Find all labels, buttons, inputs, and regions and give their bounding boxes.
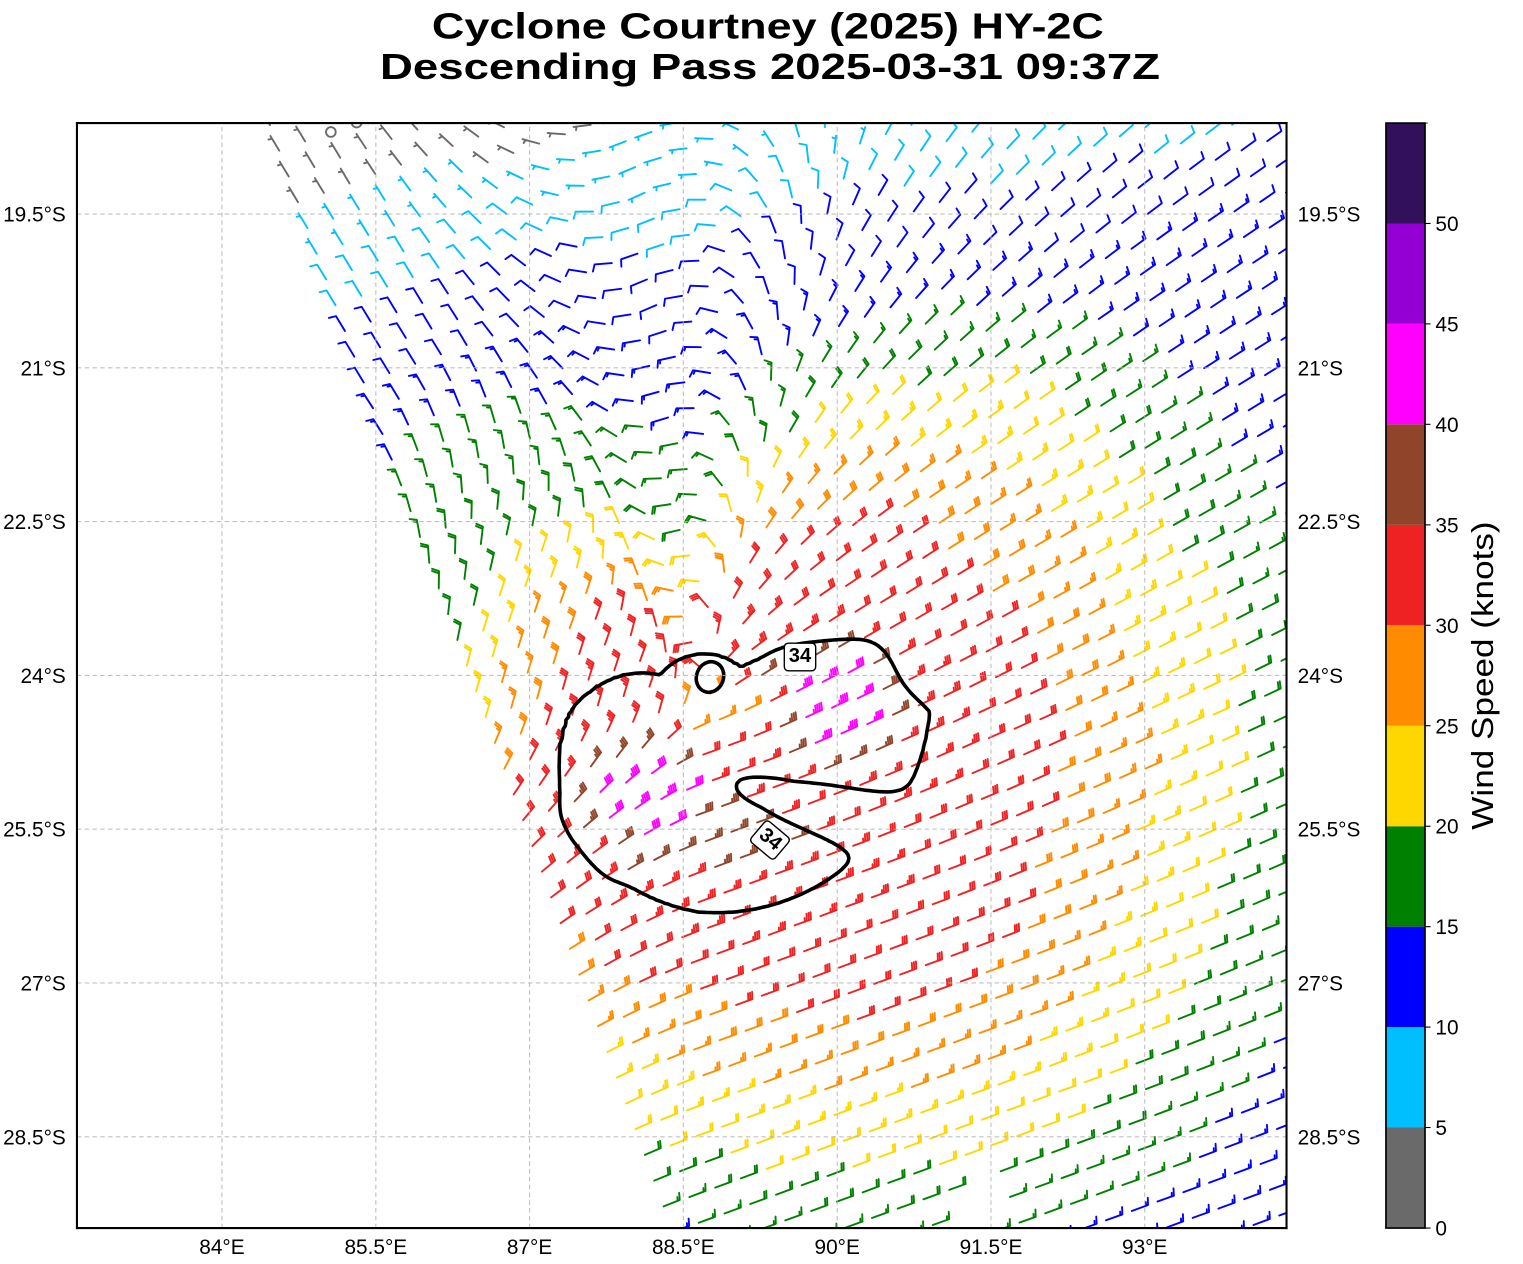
svg-text:84°E: 84°E <box>199 1236 244 1259</box>
svg-text:24°S: 24°S <box>20 665 65 688</box>
svg-text:10: 10 <box>1435 1017 1458 1040</box>
svg-text:25: 25 <box>1435 715 1458 738</box>
svg-text:Descending Pass 2025-03-31 09:: Descending Pass 2025-03-31 09:37Z <box>380 46 1160 87</box>
svg-text:91.5°E: 91.5°E <box>960 1236 1023 1259</box>
svg-text:Cyclone Courtney (2025) HY-2C: Cyclone Courtney (2025) HY-2C <box>432 5 1104 46</box>
svg-text:24°S: 24°S <box>1298 665 1343 688</box>
svg-text:19.5°S: 19.5°S <box>3 204 66 227</box>
svg-text:45: 45 <box>1435 313 1458 336</box>
svg-text:40: 40 <box>1435 414 1458 437</box>
svg-text:15: 15 <box>1435 916 1458 939</box>
svg-text:19.5°S: 19.5°S <box>1298 204 1361 227</box>
svg-text:35: 35 <box>1435 514 1458 537</box>
svg-text:27°S: 27°S <box>20 973 65 996</box>
svg-text:93°E: 93°E <box>1122 1236 1167 1259</box>
svg-text:27°S: 27°S <box>1298 973 1343 996</box>
svg-text:0: 0 <box>1435 1218 1447 1241</box>
svg-text:28.5°S: 28.5°S <box>1298 1126 1361 1149</box>
svg-text:Wind Speed (knots): Wind Speed (knots) <box>1466 521 1500 829</box>
svg-text:85.5°E: 85.5°E <box>344 1236 407 1259</box>
svg-text:5: 5 <box>1435 1117 1447 1140</box>
svg-text:50: 50 <box>1435 213 1458 236</box>
svg-text:28.5°S: 28.5°S <box>3 1126 66 1149</box>
svg-text:25.5°S: 25.5°S <box>3 819 66 842</box>
svg-text:21°S: 21°S <box>20 357 65 380</box>
svg-text:87°E: 87°E <box>507 1236 552 1259</box>
svg-text:20: 20 <box>1435 816 1458 839</box>
svg-text:25.5°S: 25.5°S <box>1298 819 1361 842</box>
svg-text:34: 34 <box>789 645 812 667</box>
svg-text:21°S: 21°S <box>1298 357 1343 380</box>
svg-text:30: 30 <box>1435 615 1458 638</box>
svg-text:22.5°S: 22.5°S <box>1298 511 1361 534</box>
svg-text:90°E: 90°E <box>815 1236 860 1259</box>
svg-text:22.5°S: 22.5°S <box>3 511 66 534</box>
svg-text:88.5°E: 88.5°E <box>652 1236 715 1259</box>
